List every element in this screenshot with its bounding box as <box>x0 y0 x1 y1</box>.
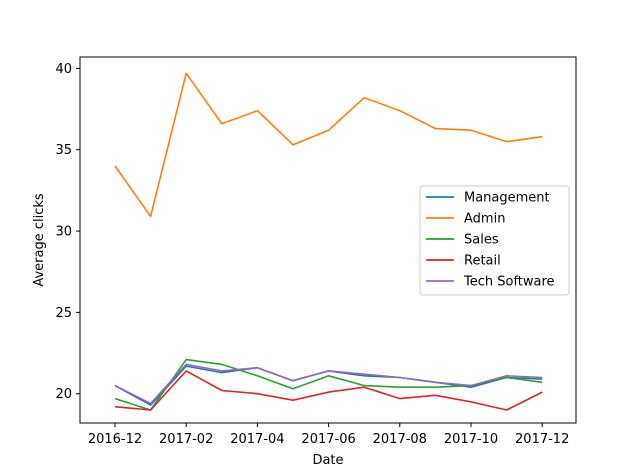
x-tick-label: 2017-08 <box>373 432 427 447</box>
plot-lines <box>114 72 543 411</box>
legend-entry: Sales <box>464 233 499 248</box>
x-axis-label: Date <box>312 453 343 468</box>
y-tick-label: 40 <box>55 62 72 77</box>
x-axis-ticks: 2016-12 2017-02 2017-04 2017-06 2017-08 2017-… <box>88 423 569 447</box>
legend-entry: Management <box>464 191 550 206</box>
y-tick-label: 25 <box>55 306 72 321</box>
y-axis-label: Average clicks <box>32 193 47 287</box>
x-tick-label: 2017-06 <box>301 432 355 447</box>
x-tick-label: 2016-12 <box>88 432 142 447</box>
y-tick-label: 30 <box>55 225 72 240</box>
series-line-1 <box>114 72 543 218</box>
legend-entry: Admin <box>464 212 505 227</box>
axes-frame <box>79 56 577 424</box>
series-line-2 <box>114 358 543 411</box>
legend-entry: Retail <box>464 254 501 269</box>
legend-box <box>419 185 570 296</box>
series-line-4 <box>114 363 543 405</box>
series-line-3 <box>114 370 543 411</box>
x-tick-label: 2017-04 <box>230 432 284 447</box>
legend: Management Admin Sales Retail Tech Software <box>419 185 570 296</box>
x-tick-label: 2017-02 <box>159 432 213 447</box>
x-tick-label: 2017-10 <box>444 432 498 447</box>
y-tick-label: 20 <box>55 387 72 402</box>
y-tick-label: 35 <box>55 143 72 158</box>
legend-entry: Tech Software <box>463 275 555 290</box>
y-axis-ticks: 20 25 30 35 40 <box>55 62 80 402</box>
x-tick-label: 2017-12 <box>515 432 569 447</box>
